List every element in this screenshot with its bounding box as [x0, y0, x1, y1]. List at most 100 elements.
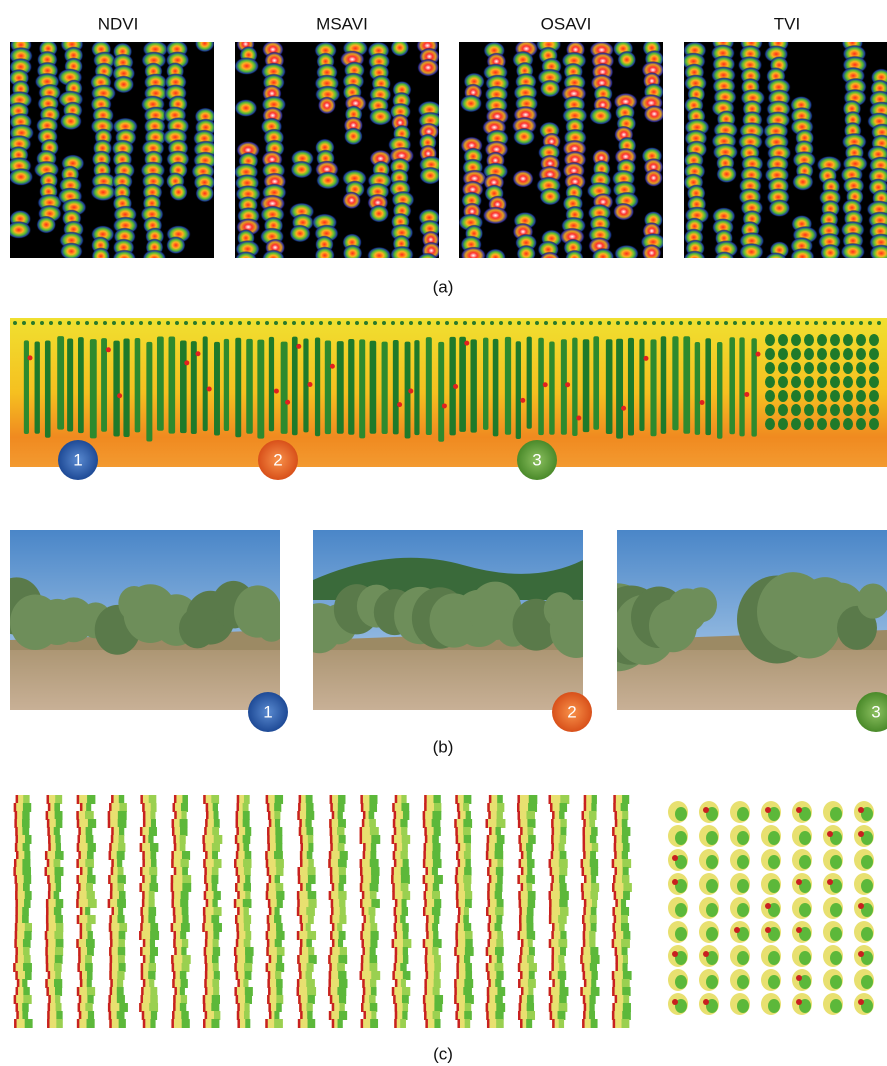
- canopy-green: [434, 963, 441, 972]
- canopy-red: [171, 1019, 174, 1028]
- canopy-green: [277, 947, 285, 956]
- canopy-red: [172, 827, 175, 836]
- canopy-green: [338, 955, 347, 964]
- canopy-green: [276, 835, 283, 844]
- canopy-green: [213, 939, 219, 948]
- canopy-green: [119, 803, 126, 812]
- canopy-red: [48, 971, 51, 980]
- edge-tree: [175, 321, 179, 325]
- canopy-green: [433, 859, 442, 868]
- canopy-green: [526, 811, 535, 820]
- canopy-red: [551, 931, 554, 940]
- canopy-red: [614, 851, 617, 860]
- tree: [830, 418, 840, 430]
- canopy-green: [527, 923, 534, 932]
- canopy-green: [463, 875, 471, 884]
- tree-row: [695, 342, 700, 435]
- edge-tree: [517, 321, 521, 325]
- canopy: [315, 246, 335, 264]
- canopy-red: [173, 995, 176, 1004]
- canopy-green: [370, 859, 379, 868]
- canopy-green: [308, 891, 317, 900]
- canopy-red: [486, 947, 489, 956]
- edge-tree: [112, 321, 116, 325]
- canopy-red: [519, 907, 522, 916]
- canopy-green: [245, 931, 251, 940]
- canopy-red: [79, 1011, 82, 1020]
- canopy-red: [78, 955, 81, 964]
- edge-tree: [301, 321, 305, 325]
- edge-tree: [76, 321, 80, 325]
- canopy-red: [424, 899, 427, 908]
- canopy-green: [276, 963, 284, 972]
- canopy-red: [265, 1019, 268, 1028]
- canopy-green: [622, 859, 631, 868]
- canopy-green: [118, 947, 125, 956]
- edge-tree: [166, 321, 170, 325]
- canopy-red: [489, 827, 492, 836]
- tree: [778, 418, 788, 430]
- canopy-red: [48, 843, 51, 852]
- canopy-red: [234, 859, 237, 868]
- canopy-red: [140, 827, 143, 836]
- canopy-green: [621, 899, 626, 908]
- canopy-red: [76, 859, 79, 868]
- canopy-green: [559, 859, 568, 868]
- edge-tree: [643, 321, 647, 325]
- canopy-green: [497, 955, 502, 964]
- canopy-red: [362, 947, 365, 956]
- canopy-green: [464, 923, 471, 932]
- canopy-red: [297, 931, 300, 940]
- canopy-green: [528, 939, 533, 948]
- canopy-green: [621, 939, 630, 948]
- canopy-red: [550, 867, 553, 876]
- canopy-red: [171, 883, 174, 892]
- canopy-red: [108, 1003, 111, 1012]
- canopy-red: [612, 1011, 615, 1020]
- edge-tree: [589, 321, 593, 325]
- canopy-green: [402, 1011, 407, 1020]
- canopy-red: [582, 963, 585, 972]
- canopy-green: [434, 979, 441, 988]
- canopy-green: [497, 859, 503, 868]
- canopy-green: [402, 843, 408, 852]
- canopy-green: [212, 883, 217, 892]
- canopy-green: [244, 915, 252, 924]
- canopy-red: [45, 851, 48, 860]
- tree-blob-green: [830, 999, 842, 1013]
- canopy-green: [149, 883, 158, 892]
- canopy-green: [150, 811, 155, 820]
- canopy-red: [268, 811, 271, 820]
- canopy-green: [591, 979, 596, 988]
- canopy-green: [308, 947, 314, 956]
- canopy-green: [22, 1003, 28, 1012]
- canopy-red: [517, 811, 520, 820]
- canopy-green: [527, 883, 532, 892]
- tree: [830, 362, 840, 374]
- canopy-green: [433, 795, 440, 804]
- canopy-red: [328, 987, 331, 996]
- tree-blob-green: [706, 879, 718, 893]
- canopy-green: [529, 971, 535, 980]
- canopy: [262, 250, 285, 268]
- canopy-green: [403, 947, 408, 956]
- edge-tree: [274, 321, 278, 325]
- tree-blob-green: [737, 807, 749, 821]
- canopy-green: [182, 867, 188, 876]
- edge-tree: [670, 321, 674, 325]
- canopy: [142, 249, 166, 267]
- canopy-red: [395, 1003, 398, 1012]
- canopy-green: [434, 875, 443, 884]
- canopy-red: [46, 923, 49, 932]
- canopy-red: [330, 795, 333, 804]
- canopy-green: [23, 963, 32, 972]
- edge-tree: [607, 321, 611, 325]
- canopy-red: [615, 947, 618, 956]
- canopy-red: [583, 931, 586, 940]
- tree-row: [729, 337, 735, 434]
- hotspot: [700, 400, 705, 405]
- canopy-red: [581, 859, 584, 868]
- canopy-green: [119, 1019, 126, 1028]
- canopy-red: [519, 955, 522, 964]
- canopy-red: [237, 1019, 240, 1028]
